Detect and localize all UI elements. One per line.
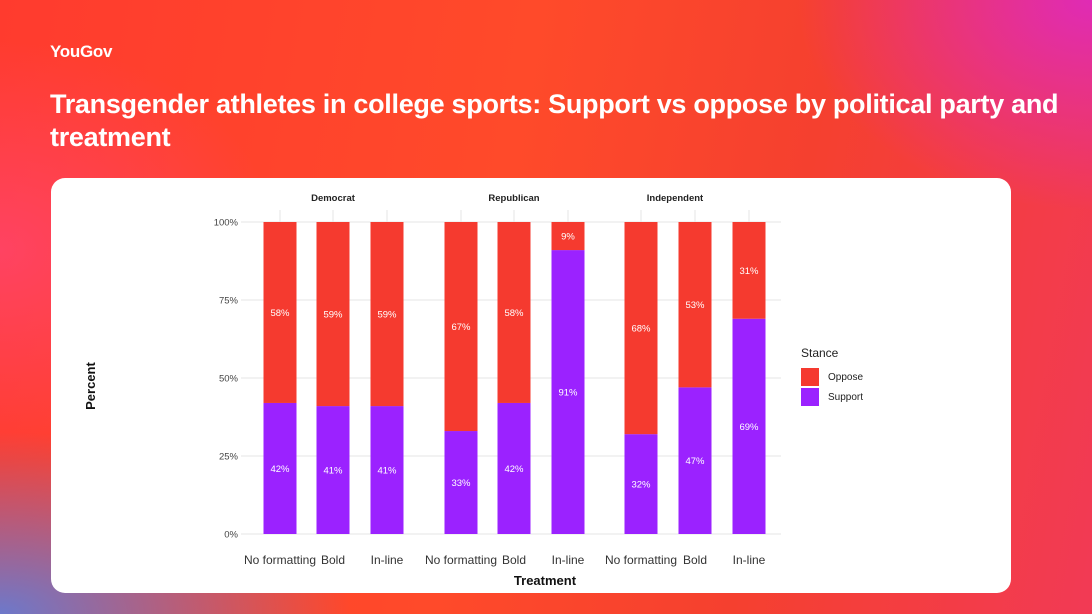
data-label-oppose: 9%: [561, 232, 575, 243]
data-label-support: 91%: [558, 388, 578, 399]
x-tick-label: Bold: [321, 553, 345, 567]
bar-support: [678, 387, 712, 534]
x-tick-label: In-line: [733, 553, 766, 567]
x-tick-label: Bold: [683, 553, 707, 567]
y-tick-label: 50%: [219, 374, 239, 385]
facet-label: Democrat: [311, 193, 356, 204]
y-tick-label: 0%: [224, 530, 238, 541]
data-label-support: 42%: [270, 464, 290, 475]
bar-support: [444, 431, 478, 534]
data-label-oppose: 59%: [323, 310, 343, 321]
bar-support: [624, 434, 658, 534]
facet-label: Republican: [488, 193, 539, 204]
bar-oppose: [444, 222, 478, 432]
legend-label-oppose: Oppose: [828, 371, 864, 383]
data-label-oppose: 59%: [377, 310, 397, 321]
bar-oppose: [370, 222, 404, 407]
yougov-logo: YouGov: [50, 42, 113, 61]
bar-support: [497, 402, 531, 534]
data-label-oppose: 31%: [739, 266, 759, 277]
bar-oppose: [624, 222, 658, 435]
data-label-oppose: 68%: [631, 324, 651, 335]
bar-support: [263, 402, 297, 534]
data-label-oppose: 58%: [270, 308, 290, 319]
data-label-support: 33%: [451, 478, 471, 489]
bar-oppose: [316, 222, 350, 407]
legend-label-support: Support: [828, 391, 864, 403]
bar-oppose: [732, 222, 766, 319]
x-tick-label: In-line: [371, 553, 404, 567]
bar-support: [316, 406, 350, 534]
page-title: Transgender athletes in college sports: …: [50, 89, 1059, 152]
data-label-oppose: 67%: [451, 322, 471, 333]
data-label-oppose: 58%: [504, 308, 524, 319]
bar-oppose: [678, 222, 712, 388]
data-label-oppose: 53%: [685, 300, 705, 311]
y-axis-title: Percent: [83, 361, 98, 409]
x-tick-label: In-line: [552, 553, 585, 567]
x-tick-label: Bold: [502, 553, 526, 567]
data-label-support: 41%: [323, 466, 343, 477]
bar-support: [551, 250, 585, 534]
data-label-support: 42%: [504, 464, 524, 475]
x-tick-label: No formatting: [244, 553, 316, 567]
data-label-support: 69%: [739, 422, 759, 433]
y-tick-label: 100%: [214, 218, 239, 229]
legend-item-oppose: Oppose: [801, 368, 863, 386]
legend-item-support: Support: [801, 388, 863, 406]
bar-oppose: [497, 222, 531, 403]
legend-title: Stance: [801, 346, 839, 360]
x-tick-label: No formatting: [605, 553, 677, 567]
data-label-support: 41%: [377, 466, 397, 477]
x-axis-title: Treatment: [514, 573, 577, 588]
data-label-support: 47%: [685, 456, 705, 467]
data-label-support: 32%: [631, 480, 651, 491]
legend-swatch-support: [801, 388, 819, 406]
stacked-bar-chart: 0% 25% 50% 75% 100% Democrat Republican Indepen…: [83, 193, 781, 588]
bar-support: [732, 318, 766, 534]
bar-oppose: [263, 222, 297, 403]
x-tick-label: No formatting: [425, 553, 497, 567]
bar-support: [370, 406, 404, 534]
chart-card: 0% 25% 50% 75% 100% Democrat Republican Indepen…: [51, 178, 1011, 593]
bar-oppose: [551, 222, 585, 251]
y-tick-label: 25%: [219, 452, 239, 463]
y-tick-label: 75%: [219, 296, 239, 307]
facet-label: Independent: [647, 193, 704, 204]
legend-swatch-oppose: [801, 368, 819, 386]
